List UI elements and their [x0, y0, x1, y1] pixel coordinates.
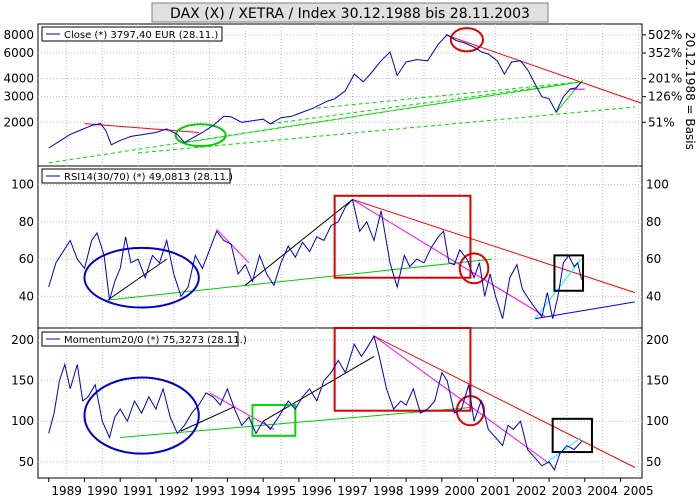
right-percent-label: 126%: [648, 90, 682, 104]
series-line: [48, 334, 582, 472]
highlight-rect: [333, 194, 472, 279]
trend-line: [352, 199, 546, 318]
legend-momentum: Momentum20/0 (*) 75,3273 (28.11.): [64, 335, 247, 346]
right-percent-label: 502%: [648, 28, 682, 42]
x-tick-label: 2002: [516, 484, 547, 498]
annotation-layer: [48, 27, 643, 468]
right-axis-label: 20.12.1988 = Basis: [683, 32, 697, 150]
title-box: [151, 2, 549, 23]
x-tick-label: 1995: [266, 484, 297, 498]
y-tick-label-left: 3000: [3, 90, 34, 104]
y-tick-label-right: 150: [646, 374, 669, 388]
y-tick-label-left: 60: [19, 252, 34, 266]
y-tick-label-left: 6000: [3, 46, 34, 60]
x-tick-label: 2001: [480, 484, 511, 498]
x-tick-label: 1996: [301, 484, 332, 498]
highlight-rect: [333, 327, 472, 412]
y-tick-label-left: 80: [19, 215, 34, 229]
right-percent-label: 201%: [648, 72, 682, 86]
highlight-ellipse: [83, 376, 200, 455]
trend-line: [84, 123, 199, 133]
chart-title: DAX (X) / XETRA / Index 30.12.1988 bis 2…: [170, 6, 530, 22]
x-tick-label: 2000: [444, 484, 475, 498]
highlight-ellipse: [458, 252, 490, 285]
trend-line: [445, 34, 643, 104]
trend-line: [107, 258, 492, 301]
highlight-rect: [551, 417, 593, 454]
legend-rsi-box: [41, 168, 231, 184]
x-tick-label: 1991: [123, 484, 154, 498]
y-tick-label-left: 40: [19, 289, 34, 303]
y-tick-label-right: 80: [646, 215, 661, 229]
legend-momentum-box: [41, 331, 239, 347]
highlight-ellipse: [174, 123, 227, 148]
trend-line: [209, 392, 275, 430]
right-percent-label: 352%: [648, 46, 682, 60]
y-tick-label-left: 4000: [3, 72, 34, 86]
highlight-rect: [553, 254, 585, 292]
panel-rsi-frame: [37, 165, 643, 329]
right-percent-label: 51%: [648, 115, 675, 129]
x-tick-label: 1990: [87, 484, 118, 498]
y-tick-label-left: 2000: [3, 115, 34, 129]
y-tick-label-right: 100: [646, 178, 669, 192]
trend-line: [262, 355, 375, 422]
trend-line: [534, 258, 582, 320]
x-tick-label: 1999: [409, 484, 440, 498]
x-tick-label: 2004: [587, 484, 618, 498]
series-line: [48, 34, 582, 149]
y-tick-label-left: 100: [11, 414, 34, 428]
x-tick-label: 2005: [623, 484, 654, 498]
x-tick-label: 1993: [194, 484, 225, 498]
trend-line: [316, 81, 582, 109]
y-tick-label-right: 100: [646, 414, 669, 428]
trend-line: [373, 335, 636, 468]
trend-line: [138, 106, 635, 154]
x-tick-label: 2003: [552, 484, 583, 498]
trend-line: [244, 199, 353, 286]
x-tick-label: 1989: [51, 484, 82, 498]
panel-momentum-frame: [37, 327, 643, 479]
y-tick-label-left: 200: [11, 333, 34, 347]
y-tick-label-left: 100: [11, 178, 34, 192]
series-layer: [48, 34, 583, 472]
grid-layer: [38, 24, 642, 478]
highlight-ellipse: [83, 246, 200, 309]
x-tick-label: 1998: [373, 484, 404, 498]
legend-price-box: [41, 26, 223, 42]
y-tick-label-left: 8000: [3, 28, 34, 42]
y-tick-label-right: 40: [646, 289, 661, 303]
x-tick-label: 1994: [230, 484, 261, 498]
trend-line: [216, 228, 250, 264]
trend-line: [534, 301, 635, 320]
trend-line: [352, 199, 636, 294]
trend-line: [180, 406, 235, 432]
y-tick-label-left: 50: [19, 455, 34, 469]
tick-layer: 1989 1990 1991 1992 1993 1994 1995 1996 1997 1998…: [3, 28, 682, 498]
trend-line: [184, 81, 582, 144]
trend-line: [270, 81, 582, 125]
trend-line: [107, 258, 167, 301]
legend-price: Close (*) 3797,40 EUR (28.11.): [64, 30, 218, 41]
y-tick-label-left: 150: [11, 374, 34, 388]
highlight-ellipse: [449, 27, 484, 53]
legend-rsi: RSI14(30/70) (*) 49,0813 (28.11.): [64, 172, 233, 183]
y-tick-label-right: 50: [646, 455, 661, 469]
series-line: [48, 198, 583, 319]
trend-line: [545, 437, 582, 464]
highlight-rect: [251, 404, 297, 437]
x-tick-label: 1992: [159, 484, 190, 498]
y-tick-label-right: 200: [646, 333, 669, 347]
x-tick-label: 1997: [337, 484, 368, 498]
y-tick-label-right: 60: [646, 252, 661, 266]
